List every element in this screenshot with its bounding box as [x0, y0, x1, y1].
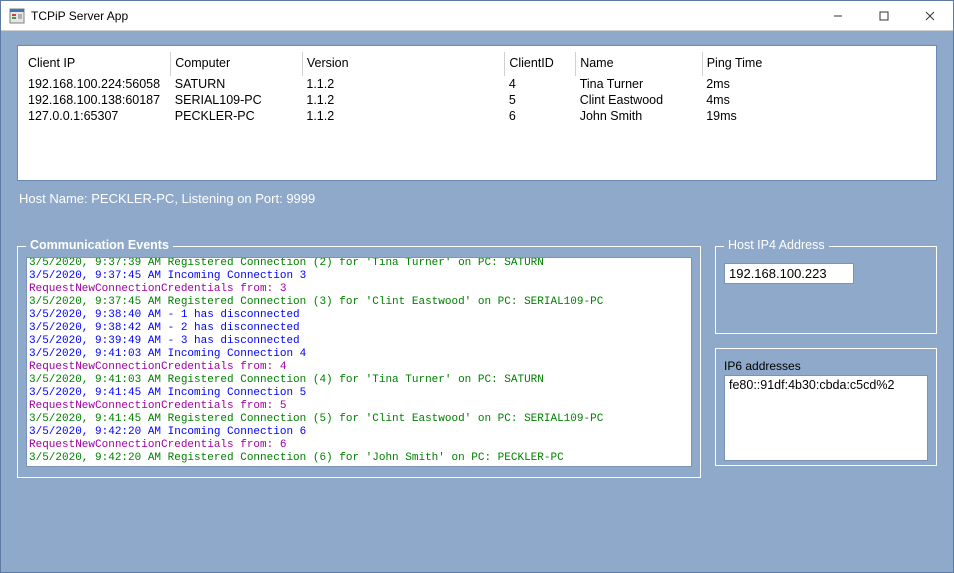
table-cell: 5 — [505, 92, 576, 108]
table-cell: PECKLER-PC — [171, 108, 303, 124]
ip4-group: Host IP4 Address 192.168.100.223 — [715, 246, 937, 334]
table-row[interactable]: 192.168.100.138:60187SERIAL109-PC1.1.25C… — [24, 92, 930, 108]
log-line: RequestNewConnectionCredentials from: 6 — [29, 439, 689, 452]
column-header[interactable]: Client IP — [24, 52, 171, 76]
log-line: 3/5/2020, 9:38:40 AM - 1 has disconnecte… — [29, 309, 689, 322]
table-cell: 19ms — [702, 108, 930, 124]
log-line: 3/5/2020, 9:38:42 AM - 2 has disconnecte… — [29, 322, 689, 335]
table-cell: Clint Eastwood — [576, 92, 703, 108]
ip4-value[interactable]: 192.168.100.223 — [724, 263, 854, 284]
table-cell: 1.1.2 — [302, 76, 504, 92]
log-line: 3/5/2020, 9:37:45 AM Registered Connecti… — [29, 296, 689, 309]
column-header[interactable]: Version — [302, 52, 504, 76]
titlebar[interactable]: TCPiP Server App — [1, 1, 953, 31]
table-cell: SATURN — [171, 76, 303, 92]
log-line: 3/5/2020, 9:37:39 AM Registered Connecti… — [29, 258, 689, 270]
column-header[interactable]: Computer — [171, 52, 303, 76]
column-header[interactable]: Name — [576, 52, 703, 76]
table-cell: 127.0.0.1:65307 — [24, 108, 171, 124]
log-line: 3/5/2020, 9:41:03 AM Incoming Connection… — [29, 348, 689, 361]
table-cell: John Smith — [576, 108, 703, 124]
column-header[interactable]: Ping Time — [702, 52, 930, 76]
table-cell: SERIAL109-PC — [171, 92, 303, 108]
ip6-label: IP6 addresses — [724, 359, 801, 373]
table-cell: 6 — [505, 108, 576, 124]
log-line: 3/5/2020, 9:42:20 AM Incoming Connection… — [29, 426, 689, 439]
right-column: Host IP4 Address 192.168.100.223 IP6 add… — [715, 246, 937, 478]
log-line: 3/5/2020, 9:41:03 AM Registered Connecti… — [29, 374, 689, 387]
log-line: 3/5/2020, 9:41:45 AM Registered Connecti… — [29, 413, 689, 426]
ip6-group: IP6 addresses fe80::91df:4b30:cbda:c5cd%… — [715, 348, 937, 466]
table-cell: Tina Turner — [576, 76, 703, 92]
ip6-list[interactable]: fe80::91df:4b30:cbda:c5cd%2 — [724, 375, 928, 461]
table-row[interactable]: 127.0.0.1:65307PECKLER-PC1.1.26John Smit… — [24, 108, 930, 124]
host-status-label: Host Name: PECKLER-PC, Listening on Port… — [19, 191, 937, 206]
window-buttons — [815, 1, 953, 30]
window-title: TCPiP Server App — [31, 9, 815, 23]
app-icon — [9, 8, 25, 24]
close-button[interactable] — [907, 1, 953, 30]
communication-events-group: Communication Events 3/5/2020, 9:37:25 A… — [17, 246, 701, 478]
app-window: TCPiP Server App Client IPComputerVersio… — [0, 0, 954, 573]
maximize-button[interactable] — [861, 1, 907, 30]
clients-grid[interactable]: Client IPComputerVersionClientIDNamePing… — [17, 45, 937, 181]
log-wrapper: 3/5/2020, 9:37:25 AM Incoming Connection… — [26, 257, 692, 467]
log-line: RequestNewConnectionCredentials from: 3 — [29, 283, 689, 296]
communication-events-legend: Communication Events — [26, 238, 173, 252]
table-cell: 4 — [505, 76, 576, 92]
log-line: RequestNewConnectionCredentials from: 5 — [29, 400, 689, 413]
client-area: Client IPComputerVersionClientIDNamePing… — [1, 31, 953, 572]
table-cell: 192.168.100.224:56058 — [24, 76, 171, 92]
log-line: 3/5/2020, 9:42:20 AM Registered Connecti… — [29, 452, 689, 465]
log-line: 3/5/2020, 9:37:45 AM Incoming Connection… — [29, 270, 689, 283]
table-cell: 2ms — [702, 76, 930, 92]
table-cell: 192.168.100.138:60187 — [24, 92, 171, 108]
column-header[interactable]: ClientID — [505, 52, 576, 76]
table-cell: 4ms — [702, 92, 930, 108]
ip4-label: Host IP4 Address — [724, 238, 829, 252]
ip6-item[interactable]: fe80::91df:4b30:cbda:c5cd%2 — [729, 378, 923, 392]
log-line: 3/5/2020, 9:39:49 AM - 3 has disconnecte… — [29, 335, 689, 348]
table-row[interactable]: 192.168.100.224:56058SATURN1.1.24Tina Tu… — [24, 76, 930, 92]
log-line: 3/5/2020, 9:41:45 AM Incoming Connection… — [29, 387, 689, 400]
table-cell: 1.1.2 — [302, 108, 504, 124]
event-log[interactable]: 3/5/2020, 9:37:25 AM Incoming Connection… — [27, 258, 691, 466]
log-line: RequestNewConnectionCredentials from: 4 — [29, 361, 689, 374]
lower-panels: Communication Events 3/5/2020, 9:37:25 A… — [17, 246, 937, 478]
table-cell: 1.1.2 — [302, 92, 504, 108]
minimize-button[interactable] — [815, 1, 861, 30]
